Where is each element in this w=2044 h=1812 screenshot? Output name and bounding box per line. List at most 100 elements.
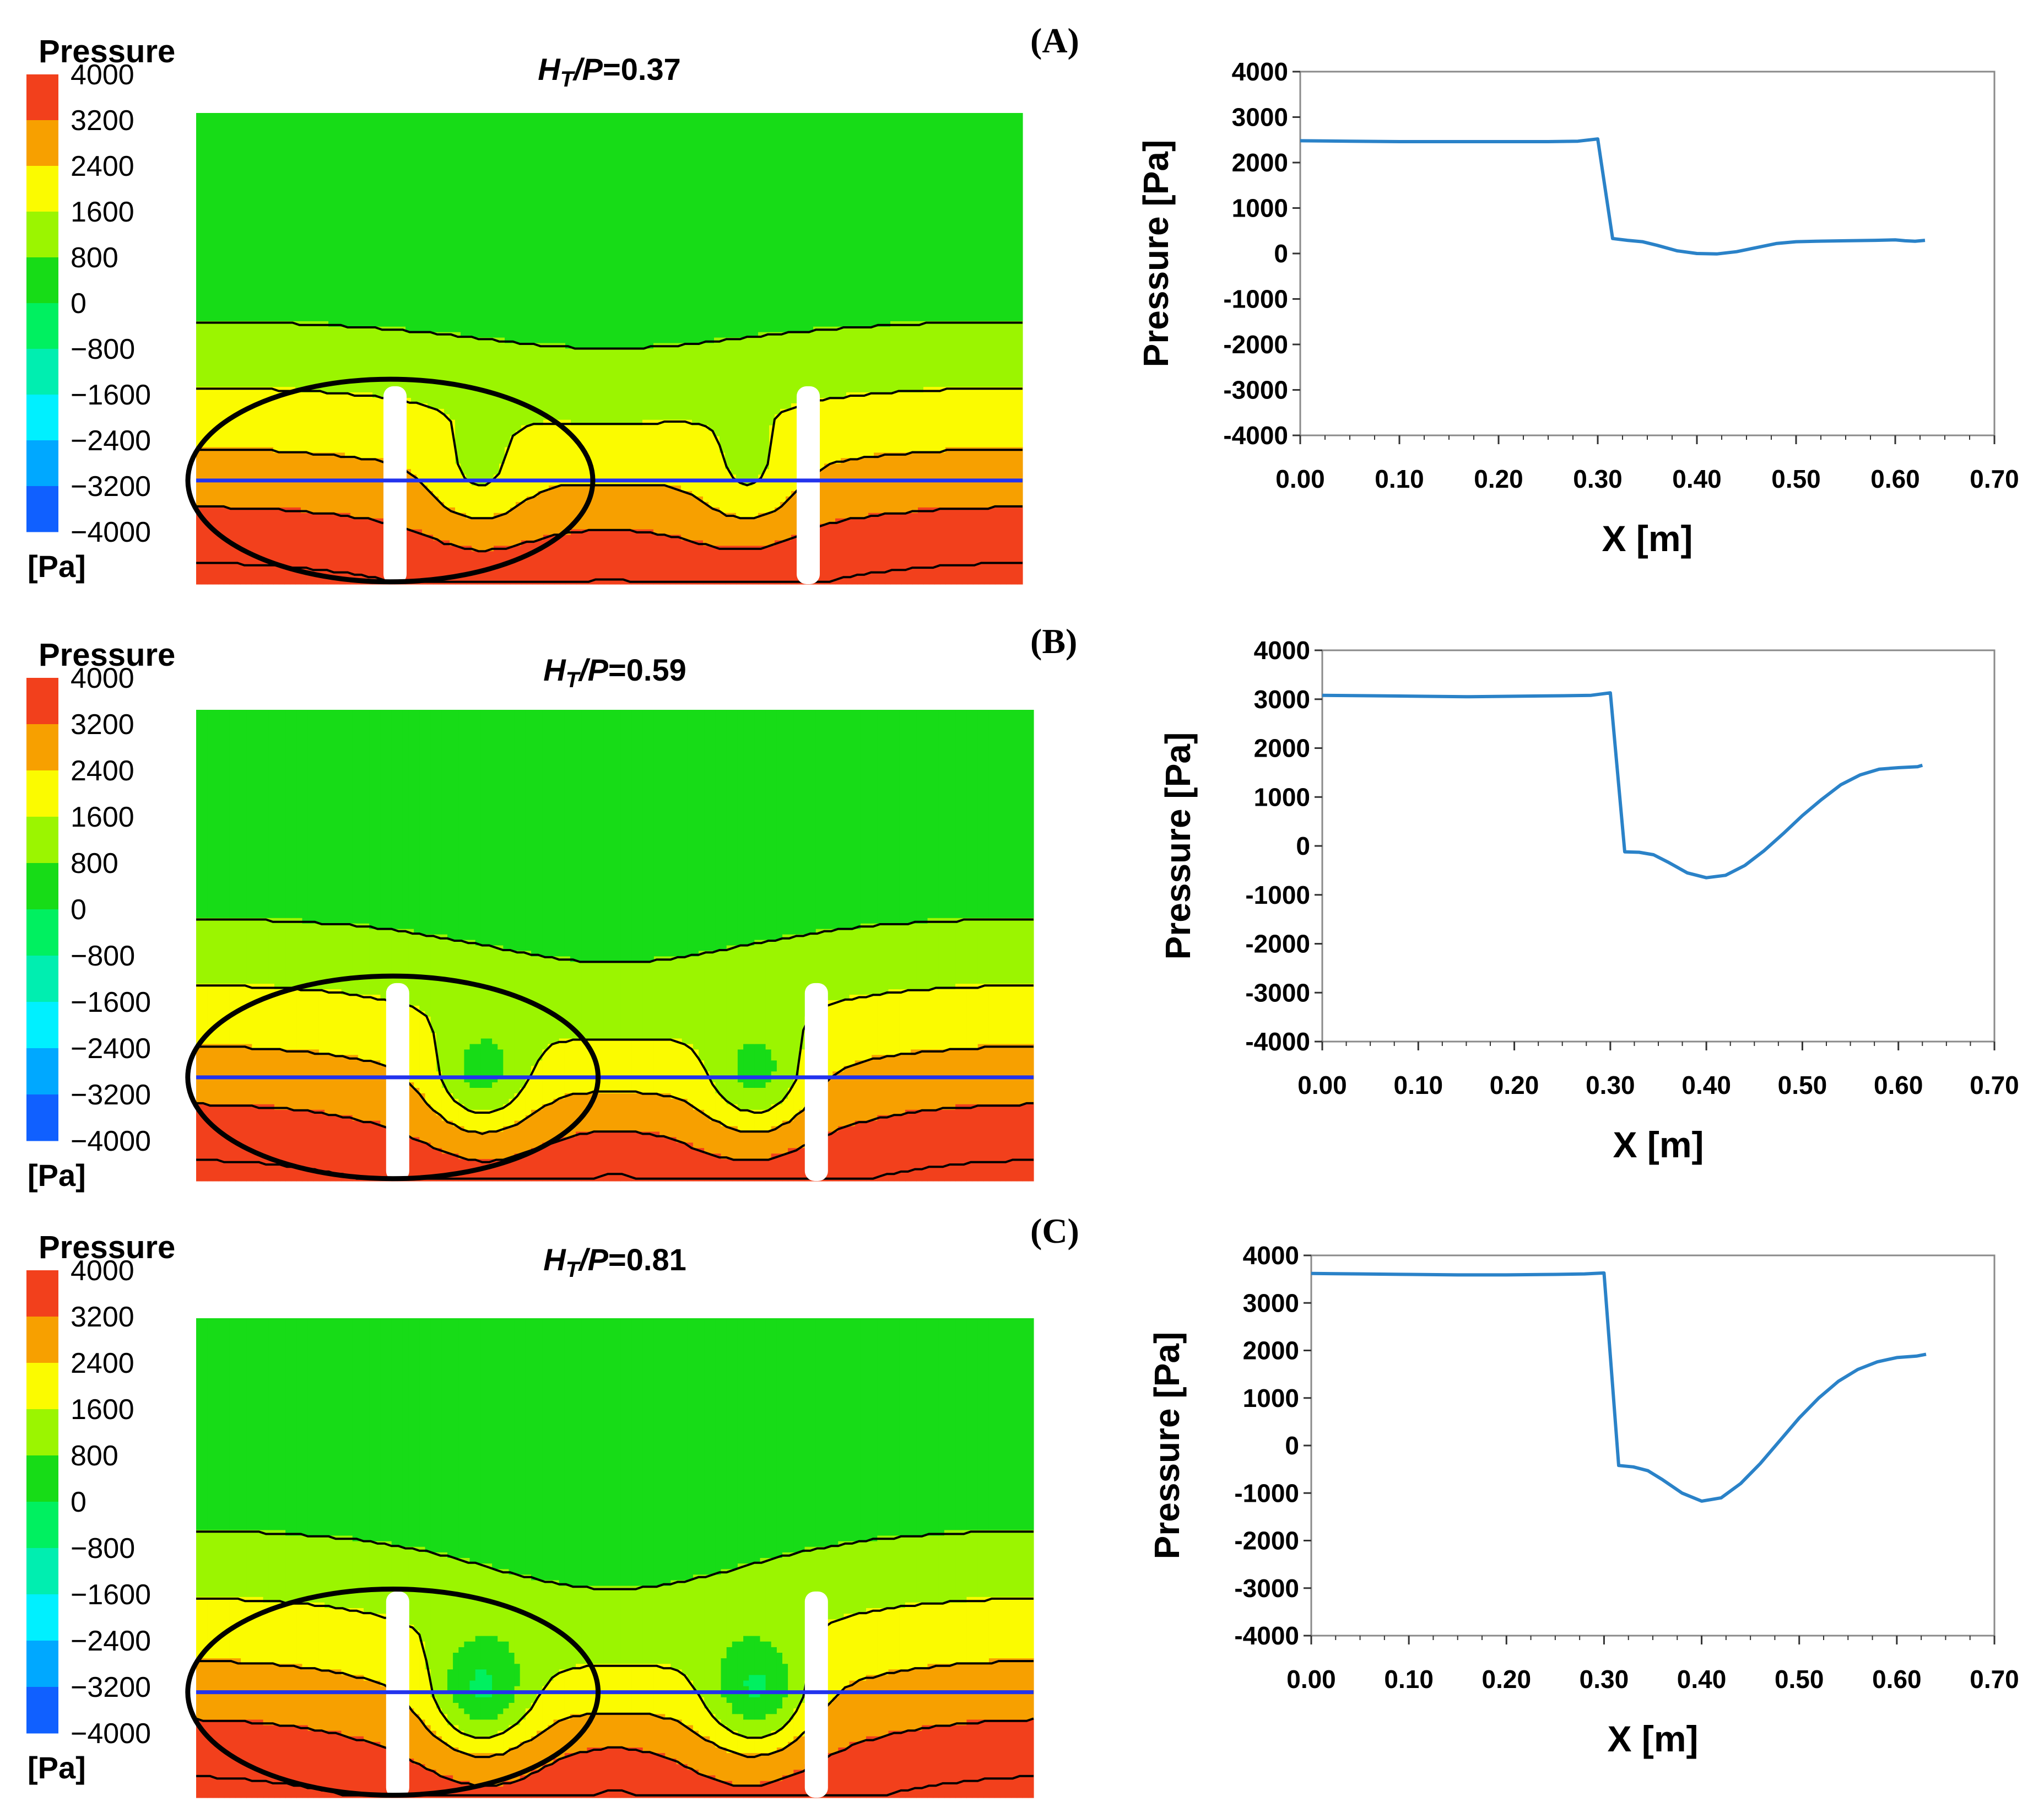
contour-cell xyxy=(799,1770,805,1798)
contour-cell xyxy=(252,918,258,984)
contour-cell xyxy=(620,962,626,1039)
contour-cell xyxy=(753,113,759,338)
contour-cell xyxy=(224,1658,230,1720)
contour-cell xyxy=(832,1546,839,1620)
contour-cell xyxy=(492,945,498,1045)
contour-cell xyxy=(938,1318,945,1536)
contour-cell xyxy=(793,1708,799,1737)
contour-cell xyxy=(461,113,467,338)
contour-cell xyxy=(962,507,968,585)
contour-cell xyxy=(703,343,709,426)
contour-cell xyxy=(461,337,467,475)
contour-cell xyxy=(872,1318,878,1542)
contour-cell xyxy=(874,392,880,453)
contour-cell xyxy=(670,1719,677,1759)
contour-cell xyxy=(235,1530,241,1598)
contour-cell xyxy=(207,1318,213,1530)
contour-cell xyxy=(664,343,670,420)
contour-cell xyxy=(207,507,213,585)
contour-cell xyxy=(989,113,996,322)
contour-cell xyxy=(251,447,257,508)
contour-cell xyxy=(306,513,312,585)
colorbar-band xyxy=(26,74,58,121)
contour-cell xyxy=(549,486,555,536)
contour-cell xyxy=(664,535,670,585)
contour-cell xyxy=(318,1535,325,1603)
y-tick-label: -2000 xyxy=(1234,1527,1299,1555)
contour-cell xyxy=(405,529,412,585)
contour-cell xyxy=(894,710,900,924)
contour-cell xyxy=(659,343,665,420)
contour-cell xyxy=(531,956,537,1066)
contour-cell xyxy=(592,1748,599,1798)
contour-cell xyxy=(793,1318,799,1553)
contour-cell xyxy=(241,1104,247,1182)
contour-cell xyxy=(704,1736,710,1776)
colorbar-tick-label: −1600 xyxy=(71,986,151,1018)
y-tick-label: 2000 xyxy=(1232,148,1288,177)
contour-cell xyxy=(849,1066,856,1127)
contour-isoline xyxy=(196,1597,1034,1739)
contour-cell xyxy=(890,392,896,453)
contour-cell xyxy=(560,486,566,536)
contour-cell xyxy=(916,1602,922,1670)
contour-cell xyxy=(710,1318,716,1575)
contour-cell xyxy=(929,507,935,585)
contour-cell xyxy=(274,989,280,1050)
contour-cell xyxy=(328,326,334,393)
contour-cell xyxy=(664,419,670,486)
contour-cell xyxy=(758,113,764,333)
contour-cell xyxy=(441,1552,448,1714)
contour-cell xyxy=(637,486,643,530)
contour-cell xyxy=(603,1714,610,1748)
contour-cell xyxy=(846,392,852,459)
contour-cell xyxy=(983,1044,989,1105)
contour-cell xyxy=(433,332,439,409)
pressure-chart: 40003000200010000-1000-2000-3000-40000.0… xyxy=(1158,636,2019,1165)
contour-cell xyxy=(843,1000,850,1066)
contour-cell xyxy=(386,1541,392,1620)
contour-cell xyxy=(888,1608,895,1670)
contour-cell xyxy=(885,513,891,585)
contour-cell xyxy=(736,113,742,338)
contour-cell xyxy=(408,1082,414,1137)
contour-cell xyxy=(525,710,532,951)
contour-cell xyxy=(642,529,648,585)
contour-cell xyxy=(402,1546,409,1625)
contour-cell xyxy=(933,1318,939,1536)
contour-cell xyxy=(782,1120,788,1154)
contour-cell xyxy=(581,1753,587,1798)
contour-cell xyxy=(213,918,219,984)
contour-cell xyxy=(631,1131,638,1182)
contour-cell xyxy=(797,332,803,404)
contour-cell xyxy=(433,113,439,333)
contour-cell xyxy=(531,1703,537,1737)
contour-cell xyxy=(318,1109,325,1182)
contour-cell xyxy=(498,1318,504,1570)
contour-cell xyxy=(749,1697,755,1720)
contour-cell xyxy=(780,113,786,333)
contour-cell xyxy=(810,934,816,1012)
contour-cell xyxy=(548,956,554,1045)
contour-cell xyxy=(653,343,659,420)
colorbar-unit: [Pa] xyxy=(28,549,86,584)
contour-cell xyxy=(665,1038,671,1094)
contour-cell xyxy=(469,1641,476,1681)
contour-cell xyxy=(268,387,274,448)
contour-cell xyxy=(441,934,448,1088)
contour-cell xyxy=(824,463,830,525)
contour-cell xyxy=(447,1318,453,1558)
contour-cell xyxy=(726,1753,733,1782)
contour-cell xyxy=(758,474,764,514)
contour-cell xyxy=(827,1619,833,1703)
contour-cell xyxy=(218,113,224,322)
contour-isoline xyxy=(196,918,1034,963)
contour-cell xyxy=(653,1038,660,1094)
contour-cell xyxy=(732,1786,738,1798)
contour-cell xyxy=(901,321,907,393)
contour-cell xyxy=(972,1318,978,1530)
contour-cell xyxy=(494,513,500,547)
contour-cell xyxy=(743,1786,749,1798)
contour-cell xyxy=(637,1318,644,1587)
contour-cell xyxy=(760,1641,766,1675)
